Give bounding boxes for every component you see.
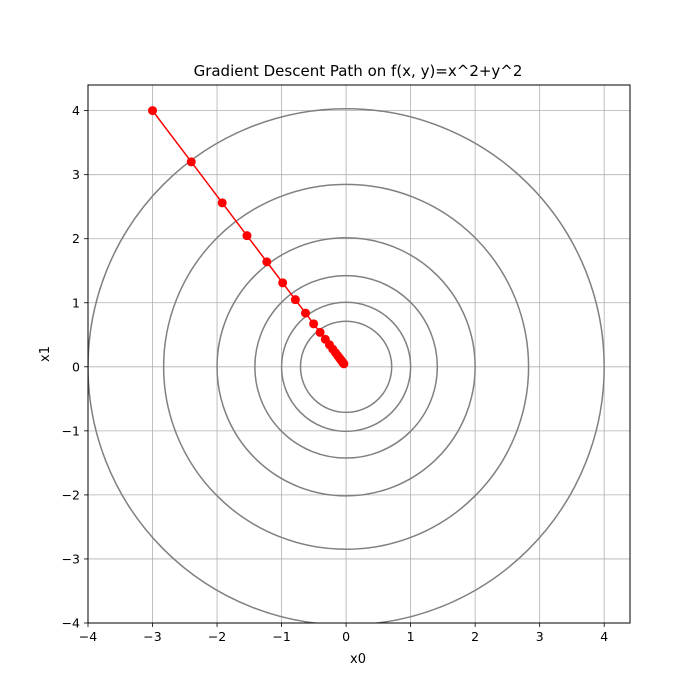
contour-level-0: [299, 320, 393, 414]
series-0-point-0: [148, 106, 158, 116]
x-tick-label-6: 2: [471, 629, 479, 644]
contour-layer: [88, 108, 605, 623]
x-tick-label-3: −1: [272, 629, 290, 644]
contour-level-5: [88, 108, 605, 623]
x-axis-label: x0: [350, 652, 366, 667]
x-tick-label-4: 0: [342, 629, 350, 644]
series-0-point-20: [339, 359, 349, 369]
series-0-point-8: [309, 319, 319, 329]
contour-level-3: [216, 237, 476, 497]
series-0-point-4: [262, 257, 272, 267]
series-layer: [148, 106, 349, 369]
y-tick-label-4: 0: [72, 359, 80, 374]
y-tick-label-5: 1: [72, 295, 80, 310]
x-tick-label-0: −4: [79, 629, 97, 644]
series-0-point-7: [301, 308, 311, 318]
chart-title: Gradient Descent Path on f(x, y)=x^2+y^2: [194, 62, 523, 80]
tick-layer: −4 −3 −2 −1 0 1 2 3 4 −4 −3 −2 −1 0 1 2 3 4: [62, 103, 609, 644]
series-0-point-1: [186, 157, 196, 167]
series-0-point-6: [290, 295, 300, 305]
grid-layer: [87, 85, 630, 624]
frame-layer: [87, 84, 631, 624]
x-tick-label-2: −2: [208, 629, 226, 644]
x-tick-label-7: 3: [536, 629, 544, 644]
y-tick-label-6: 2: [72, 231, 80, 246]
contour-level-2: [254, 274, 439, 459]
y-axis-label: x1: [38, 346, 53, 362]
contour-level-1: [280, 301, 412, 433]
x-tick-label-5: 1: [407, 629, 415, 644]
series-0-point-9: [315, 327, 325, 337]
y-tick-label-8: 4: [72, 103, 80, 118]
y-tick-label-0: −4: [62, 616, 80, 631]
contour-level-4: [162, 183, 530, 551]
y-tick-label-1: −3: [62, 551, 80, 566]
series-0-point-5: [278, 278, 288, 288]
plot-frame: [87, 84, 631, 624]
y-tick-label-7: 3: [72, 167, 80, 182]
y-tick-label-2: −2: [62, 487, 80, 502]
x-tick-label-1: −3: [143, 629, 161, 644]
series-0-point-3: [242, 231, 252, 241]
series-0-point-2: [217, 198, 227, 208]
y-tick-label-3: −1: [62, 423, 80, 438]
x-tick-label-8: 4: [600, 629, 608, 644]
